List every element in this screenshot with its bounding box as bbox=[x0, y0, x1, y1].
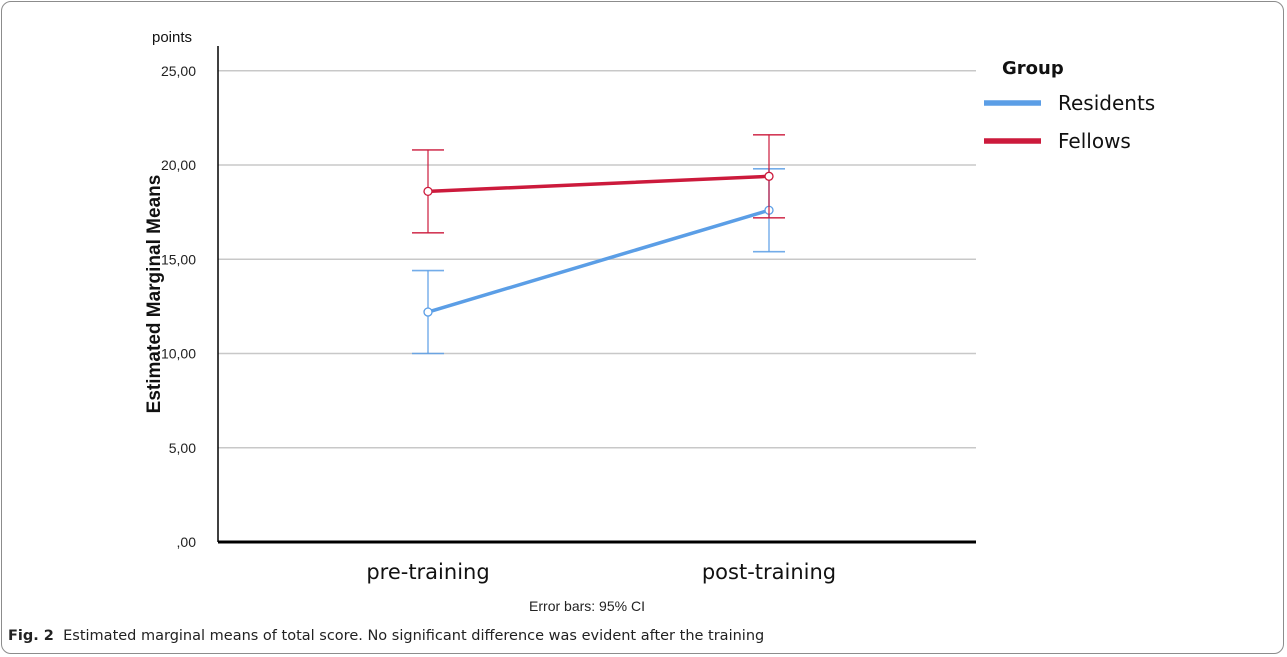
x-tick-labels: pre-training post-training bbox=[366, 560, 836, 584]
y-tick-label: 20,00 bbox=[161, 157, 196, 173]
legend-entry: Residents bbox=[1058, 91, 1155, 115]
error-bars-note: Error bars: 95% CI bbox=[529, 598, 645, 614]
y-axis-label: Estimated Marginal Means bbox=[144, 175, 165, 414]
y-tick-labels: 25,00 20,00 15,00 10,00 5,00 ,00 bbox=[161, 63, 196, 550]
series-line bbox=[426, 208, 771, 314]
y-tick-label: ,00 bbox=[177, 534, 197, 550]
series-group bbox=[412, 134, 785, 355]
figure-label: Fig. 2 bbox=[8, 628, 54, 644]
y-tick-label: 15,00 bbox=[161, 251, 196, 267]
y-tick-label: 5,00 bbox=[169, 440, 196, 456]
series-line bbox=[426, 174, 771, 194]
caption-text: Estimated marginal means of total score.… bbox=[63, 628, 765, 644]
legend: Group Residents Fellows bbox=[984, 58, 1155, 153]
data-point bbox=[423, 186, 433, 197]
y-tick-label: 10,00 bbox=[161, 346, 196, 362]
data-point bbox=[423, 307, 433, 317]
legend-title: Group bbox=[1002, 58, 1064, 79]
series-fellows bbox=[412, 134, 785, 234]
y-tick-label: 25,00 bbox=[161, 63, 196, 79]
x-tick-label: post-training bbox=[702, 560, 836, 584]
gridlines bbox=[218, 70, 976, 449]
figure-caption: Fig. 2 Estimated marginal means of total… bbox=[8, 628, 764, 644]
x-tick-label: pre-training bbox=[366, 560, 489, 584]
legend-entry: Fellows bbox=[1058, 129, 1131, 153]
axes bbox=[217, 46, 976, 544]
series-residents bbox=[412, 167, 785, 355]
data-point bbox=[764, 171, 774, 181]
unit-label: points bbox=[152, 29, 192, 46]
